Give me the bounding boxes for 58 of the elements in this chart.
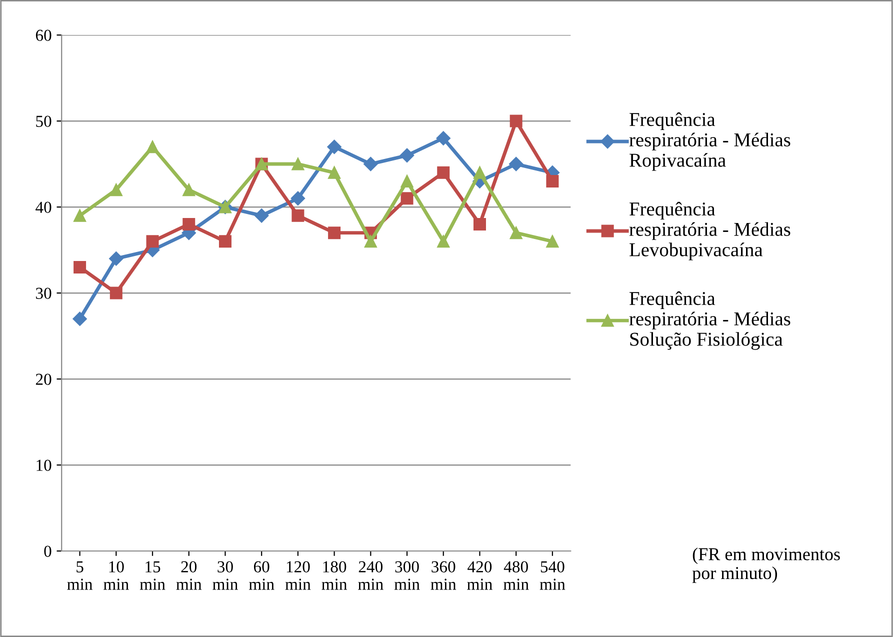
- legend-label: Frequência respiratória - Médias Levobupivacaína: [629, 202, 790, 260]
- x-tick-label: 30 min: [212, 561, 238, 590]
- y-tick-label: 50: [36, 116, 52, 127]
- x-tick-label: 20 min: [176, 561, 202, 590]
- point: [328, 226, 341, 240]
- point: [254, 208, 269, 223]
- x-tick-label: 180 min: [322, 561, 348, 590]
- point: [546, 235, 559, 248]
- point: [110, 286, 122, 300]
- point: [546, 174, 559, 188]
- point: [328, 166, 341, 179]
- point: [437, 235, 450, 248]
- x-tick-label: 480 min: [503, 561, 529, 590]
- y-tick-label: 0: [44, 546, 52, 557]
- point: [146, 235, 159, 248]
- y-tick-label: 20: [36, 374, 52, 385]
- point: [510, 114, 522, 128]
- point: [509, 156, 524, 172]
- point: [74, 260, 86, 274]
- point: [110, 184, 122, 196]
- point: [437, 166, 450, 179]
- x-tick-label: 60 min: [248, 561, 274, 590]
- x-tick-label: 240 min: [358, 561, 384, 590]
- y-tick-label: 40: [36, 202, 52, 213]
- x-tick-label: 15 min: [140, 561, 166, 590]
- x-tick-label: 300 min: [394, 561, 420, 590]
- point: [292, 209, 304, 222]
- x-tick-label: 420 min: [467, 561, 492, 590]
- x-tick-label: 10 min: [104, 561, 129, 590]
- y-tick-label: 30: [36, 288, 52, 299]
- point: [364, 156, 378, 172]
- point: [473, 218, 486, 230]
- point: [218, 235, 232, 248]
- point: [364, 235, 377, 248]
- x-tick-label: 540 min: [540, 561, 566, 590]
- point: [400, 148, 414, 163]
- point: [182, 218, 196, 230]
- x-tick-label: 360 min: [430, 561, 456, 590]
- legend-label: Frequência respiratória - Médias Solução Fisiológica: [629, 291, 790, 350]
- point: [400, 192, 414, 205]
- x-tick-label: 120 min: [285, 561, 311, 590]
- y-tick-label: 60: [36, 30, 52, 41]
- legend-label: Frequência respiratória - Médias Ropivacaína: [629, 112, 790, 171]
- point: [510, 226, 522, 240]
- point: [109, 252, 124, 266]
- point: [400, 174, 414, 188]
- point: [74, 209, 86, 222]
- y-tick-label: 10: [36, 460, 52, 471]
- point: [473, 166, 486, 179]
- point: [72, 312, 87, 326]
- point: [146, 140, 159, 154]
- point: [436, 131, 450, 146]
- point: [182, 184, 196, 196]
- point: [327, 140, 342, 154]
- x-tick-label: 5 min: [67, 561, 93, 590]
- text: (FR em movimentos por minuto): [692, 548, 840, 583]
- point: [292, 158, 304, 170]
- point: [290, 191, 306, 206]
